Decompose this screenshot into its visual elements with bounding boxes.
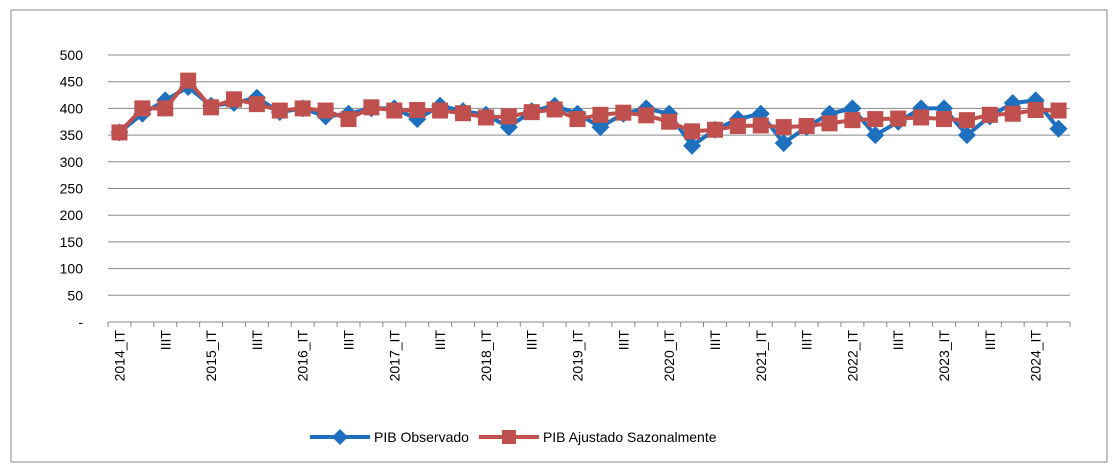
y-tick-label: 200 [60,207,84,223]
point [981,106,998,123]
point [1027,102,1044,119]
y-tick-label: 400 [60,100,84,116]
x-tick-label: 2015_IT [203,330,219,382]
x-tick-label: IIIT [157,330,173,351]
point [1004,105,1021,122]
point [774,134,793,153]
point [409,102,426,119]
point [706,121,723,138]
y-tick-label: 350 [60,127,84,143]
point [111,124,128,141]
point [844,112,861,129]
x-tick-label: IIIT [524,330,540,351]
point [386,102,403,119]
x-tick-label: 2014_IT [111,330,127,382]
point [957,126,976,145]
x-tick-label: IIIT [615,330,631,351]
point [913,109,930,126]
point [592,106,609,123]
point [683,136,702,155]
x-tick-label: IIIT [982,330,998,351]
point [661,113,678,130]
x-tick-label: IIIT [432,330,448,351]
x-tick-label: 2016_IT [295,330,311,382]
x-tick-label: IIIT [707,330,723,351]
y-tick-label: 100 [60,261,84,277]
legend-marker [501,430,516,444]
point [477,109,494,126]
point [729,118,746,135]
point [363,99,380,116]
point [867,111,884,128]
point [866,126,885,145]
legend-label: PIB Observado [374,429,469,445]
point [890,110,907,127]
point [1050,102,1067,119]
legend-label: PIB Ajustado Sazonalmente [543,429,717,445]
x-tick-label: IIIT [249,330,265,351]
y-tick-label: 500 [60,47,84,63]
point [798,118,815,135]
point [523,104,540,121]
y-tick-label: 150 [60,234,84,250]
point [203,99,220,116]
y-tick-label: - [78,314,83,330]
x-tick-label: 2023_IT [936,330,952,382]
point [248,96,265,113]
legend-marker [332,429,348,445]
point [752,117,769,134]
series [111,72,1067,141]
point [936,111,953,128]
x-tick-label: 2018_IT [478,330,494,382]
point [638,107,655,124]
point [432,102,449,119]
point [546,101,563,118]
point [271,102,288,119]
point [775,119,792,136]
point [294,100,311,117]
point [500,108,517,125]
point [225,91,242,108]
y-tick-label: 450 [60,74,84,90]
x-tick-label: IIIT [799,330,815,351]
point [684,123,701,140]
x-tick-label: IIIT [341,330,357,351]
point [455,105,472,122]
x-tick-label: 2021_IT [753,330,769,382]
point [134,100,151,117]
x-tick-label: 2020_IT [661,330,677,382]
x-tick-label: IIIT [890,330,906,351]
point [569,111,586,128]
point [180,72,197,89]
x-tick-label: 2019_IT [570,330,586,382]
y-tick-label: 50 [67,287,83,303]
x-tick-label: 2022_IT [844,330,860,382]
point [157,100,174,117]
x-tick-label: 2024_IT [1028,330,1044,382]
point [615,104,632,121]
y-tick-label: 250 [60,181,84,197]
point [317,102,334,119]
point [958,112,975,129]
chart-border [10,9,1108,463]
point [821,115,838,132]
y-tick-label: 300 [60,154,84,170]
point [1049,119,1068,138]
point [340,111,357,128]
x-tick-label: 2017_IT [386,330,402,382]
